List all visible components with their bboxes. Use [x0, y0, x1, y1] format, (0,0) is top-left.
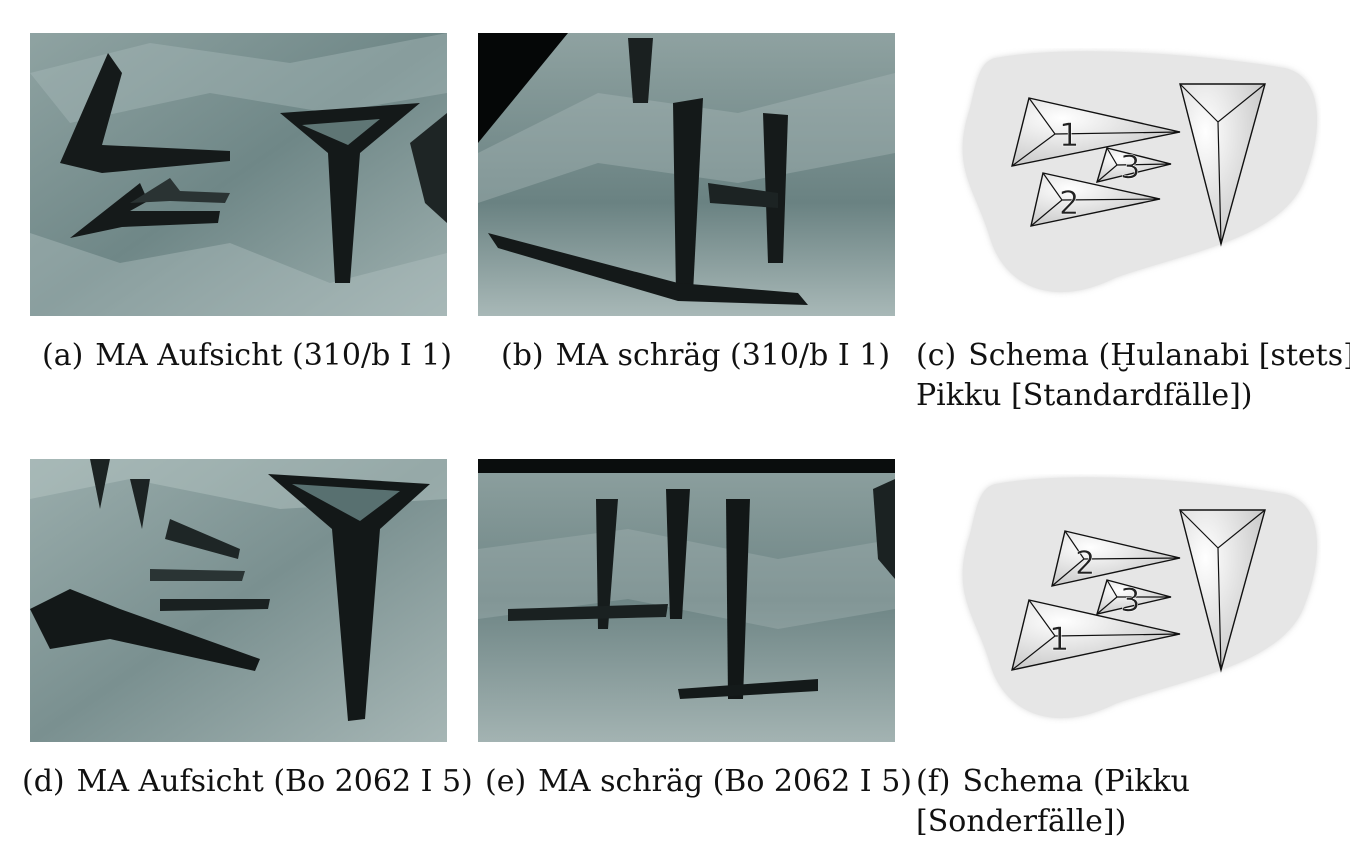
wedge-2 — [1051, 530, 1181, 587]
schema-c: 1 2 3 — [955, 48, 1321, 298]
caption-c-tag: (c) — [916, 338, 957, 373]
wedge-1 — [1011, 599, 1181, 671]
photo-e-oblique-view — [478, 459, 895, 742]
label-2: 2 — [1075, 544, 1095, 582]
photo-a-top-view — [30, 33, 447, 316]
schema-f-drawing: 2 3 1 — [962, 477, 1318, 719]
label-1: 1 — [1059, 116, 1079, 154]
wedge-3 — [1095, 147, 1172, 183]
schema-c-drawing: 1 2 3 — [962, 51, 1318, 293]
caption-f-line1: Schema (Pikku — [962, 764, 1190, 799]
caption-b-text: MA schräg (310/b I 1) — [555, 338, 891, 373]
caption-f-tag: (f) — [916, 764, 951, 799]
caption-f-line2: [Sonderfälle]) — [916, 804, 1127, 839]
caption-e-text: MA schräg (Bo 2062 I 5) — [538, 764, 912, 799]
caption-d: (d) MA Aufsicht (Bo 2062 I 5) — [22, 762, 473, 802]
wedge-1 — [1011, 97, 1181, 167]
caption-e: (e) MA schräg (Bo 2062 I 5) — [485, 762, 912, 802]
vertical-wedge — [1179, 83, 1266, 247]
caption-a: (a) MA Aufsicht (310/b I 1) — [42, 336, 452, 376]
caption-c-line1: Schema (Ḫulanabi [stets], — [968, 338, 1350, 373]
photo-b-oblique-view — [478, 33, 895, 316]
label-2: 2 — [1059, 184, 1079, 222]
wedge-2 — [1030, 172, 1161, 227]
caption-e-tag: (e) — [485, 764, 527, 799]
clay-surface-d — [30, 459, 447, 742]
clay-surface-a — [30, 33, 447, 316]
caption-b-tag: (b) — [501, 338, 544, 373]
caption-d-text: MA Aufsicht (Bo 2062 I 5) — [76, 764, 473, 799]
caption-b: (b) MA schräg (310/b I 1) — [501, 336, 890, 376]
caption-d-tag: (d) — [22, 764, 65, 799]
photo-d-top-view — [30, 459, 447, 742]
label-3: 3 — [1120, 581, 1140, 619]
wedge-3 — [1095, 579, 1172, 615]
caption-f: (f) Schema (Pikku [Sonderfälle]) — [916, 762, 1190, 842]
label-3: 3 — [1120, 148, 1140, 186]
schema-f: 2 3 1 — [955, 474, 1321, 724]
clay-surface-e — [478, 459, 895, 742]
label-1: 1 — [1049, 620, 1069, 658]
clay-surface-b — [478, 33, 895, 316]
vertical-wedge — [1179, 509, 1266, 673]
caption-a-tag: (a) — [42, 338, 84, 373]
caption-a-text: MA Aufsicht (310/b I 1) — [95, 338, 453, 373]
caption-c-line2: Pikku [Standardfälle]) — [916, 378, 1253, 413]
caption-c: (c) Schema (Ḫulanabi [stets], Pikku [Stan… — [916, 336, 1350, 416]
